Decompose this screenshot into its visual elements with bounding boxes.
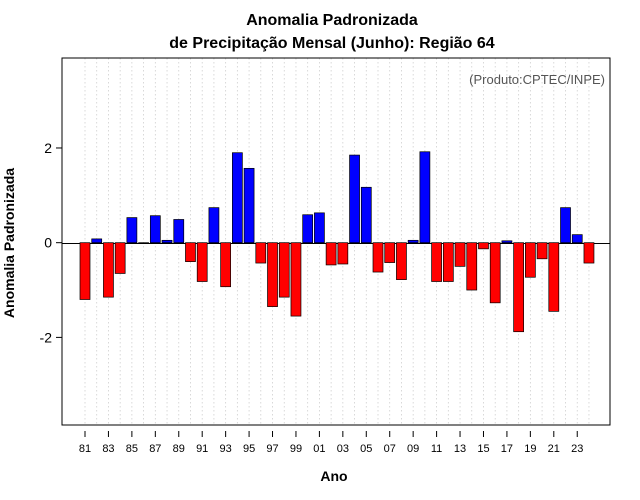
x-tick-label: 93	[220, 443, 232, 455]
x-tick-label: 87	[149, 443, 161, 455]
bar-11	[431, 242, 442, 282]
bar-07	[384, 242, 396, 263]
x-tick-label: 89	[173, 443, 185, 455]
x-tick-label: 07	[384, 443, 396, 455]
y-tick-label: 0	[44, 235, 52, 251]
vertical-grid-lines	[84, 58, 590, 425]
bar-91	[196, 242, 208, 282]
bar-96	[255, 242, 267, 264]
bar-06	[372, 242, 384, 273]
bar-90	[185, 242, 196, 262]
plot-frame	[61, 57, 611, 426]
bar-84	[114, 242, 126, 274]
x-axis-label: Ano	[320, 468, 347, 484]
bar-10	[419, 151, 431, 244]
bar-92	[208, 207, 220, 244]
y-tick-label: 2	[44, 140, 52, 156]
y-axis-label: Anomalia Padronizada	[1, 168, 17, 318]
bars-group	[79, 151, 595, 333]
y-axis: -2 0 2	[40, 140, 62, 345]
bar-04	[349, 154, 360, 244]
chart-title: Anomalia Padronizada	[246, 12, 418, 29]
bar-85	[126, 217, 138, 244]
x-tick-label: 13	[454, 443, 466, 455]
bar-17	[501, 240, 513, 244]
bar-88	[161, 239, 173, 244]
bar-95	[243, 167, 255, 244]
bar-93	[220, 242, 231, 288]
bar-23	[571, 234, 583, 244]
x-tick-label: 97	[266, 443, 278, 455]
bar-97	[267, 242, 278, 307]
bar-19	[525, 242, 536, 278]
x-tick-label: 95	[243, 443, 255, 455]
chart-subtitle: de Precipitação Mensal (Junho): Região 6…	[169, 35, 495, 52]
bar-12	[442, 242, 454, 282]
bar-89	[173, 219, 185, 244]
bar-18	[513, 242, 524, 333]
bar-82	[91, 238, 103, 244]
bar-01	[314, 212, 325, 244]
bar-22	[560, 207, 571, 244]
x-tick-label: 81	[79, 443, 91, 455]
y-tick-label: -2	[40, 329, 53, 345]
product-credit: (Produto:CPTEC/INPE)	[469, 72, 605, 87]
x-tick-label: 03	[337, 443, 349, 455]
bar-83	[103, 242, 114, 298]
x-tick-label: 01	[313, 443, 325, 455]
bar-14	[466, 242, 478, 291]
bar-81	[79, 242, 91, 300]
x-tick-label: 15	[477, 443, 489, 455]
bar-05	[360, 186, 372, 244]
x-tick-label: 85	[126, 443, 138, 455]
x-tick-label: 11	[431, 443, 442, 455]
bar-03	[337, 242, 349, 265]
bar-87	[149, 215, 161, 244]
x-axis: 81 83 85 87 89 91 93 95 97 99 01 03 05 07 09 11 13 15 17 19…	[79, 431, 583, 455]
x-tick-label: 05	[360, 443, 372, 455]
bar-99	[290, 242, 302, 317]
x-tick-label: 19	[524, 443, 536, 455]
x-tick-label: 23	[571, 443, 583, 455]
x-tick-label: 21	[548, 443, 560, 455]
bar-02	[325, 242, 337, 266]
bar-00	[302, 214, 314, 244]
x-tick-label: 09	[407, 443, 419, 455]
x-tick-label: 99	[290, 443, 302, 455]
bar-86	[138, 242, 149, 244]
x-tick-label: 83	[102, 443, 114, 455]
x-tick-label: 17	[501, 443, 513, 455]
bar-13	[454, 242, 466, 267]
bar-24	[583, 242, 595, 264]
bar-15	[478, 242, 489, 250]
x-tick-label: 91	[196, 443, 208, 455]
bar-09	[407, 239, 419, 244]
bar-20	[536, 242, 548, 260]
bar-98	[278, 242, 290, 298]
bar-94	[232, 152, 243, 244]
bar-21	[548, 242, 560, 312]
bar-16	[489, 242, 501, 304]
bar-08	[396, 242, 407, 280]
